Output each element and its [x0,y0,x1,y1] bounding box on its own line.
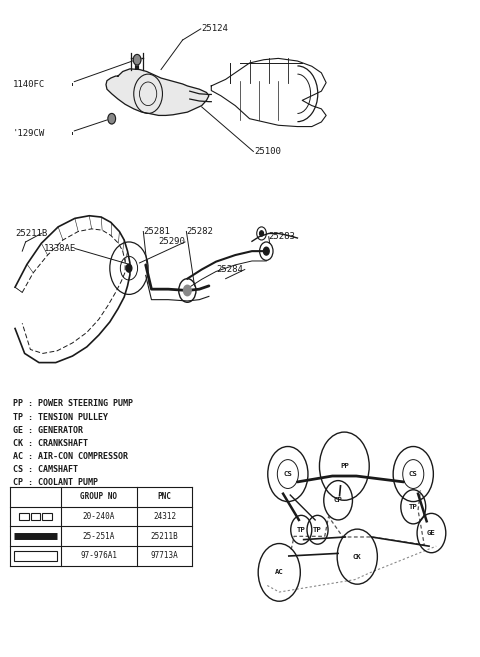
Text: 97-976A1: 97-976A1 [80,551,117,560]
Text: 25211B: 25211B [151,532,179,541]
Circle shape [183,285,191,296]
Text: 24312: 24312 [153,512,176,521]
Text: 25284: 25284 [216,265,243,274]
Text: AC : AIR-CON COMPRESSOR: AC : AIR-CON COMPRESSOR [12,452,128,461]
Text: CS: CS [284,471,292,477]
Text: CP : COOLANT PUMP: CP : COOLANT PUMP [12,478,97,487]
Text: GE: GE [427,530,436,536]
Text: TP: TP [313,527,322,533]
Text: CS : CAMSHAFT: CS : CAMSHAFT [12,465,78,474]
Text: 25-251A: 25-251A [83,532,115,541]
FancyBboxPatch shape [14,551,57,560]
Text: GE : GENERATOR: GE : GENERATOR [12,426,83,435]
Text: PNC: PNC [158,493,171,501]
Text: CS: CS [409,471,418,477]
Text: 25124: 25124 [202,24,228,33]
Text: '129CW: '129CW [12,129,45,138]
Text: GROUP NO: GROUP NO [80,493,117,501]
Text: TP : TENSION PULLEY: TP : TENSION PULLEY [12,413,108,422]
Text: 1140FC: 1140FC [12,80,45,89]
Text: PP : POWER STEERING PUMP: PP : POWER STEERING PUMP [12,399,132,409]
Polygon shape [106,69,209,116]
Text: 25211B: 25211B [15,229,48,238]
Text: CK: CK [353,554,361,560]
Circle shape [108,114,116,124]
Text: 20-240A: 20-240A [83,512,115,521]
Text: TP: TP [297,527,306,533]
Text: CP: CP [334,497,343,503]
Text: 1338AE: 1338AE [44,244,76,253]
Text: 25100: 25100 [254,147,281,156]
Circle shape [126,264,132,272]
Text: 25282: 25282 [186,227,213,236]
Text: CK : CRANKSHAFT: CK : CRANKSHAFT [12,439,88,447]
Text: 25281: 25281 [144,227,170,236]
Text: AC: AC [275,570,284,576]
Text: TP: TP [409,504,418,510]
Text: 97713A: 97713A [151,551,179,560]
Circle shape [260,231,264,236]
Text: 25283: 25283 [269,232,296,241]
Text: 25290: 25290 [158,237,185,246]
Circle shape [264,247,269,255]
Text: PP: PP [340,463,348,469]
Circle shape [133,55,141,65]
